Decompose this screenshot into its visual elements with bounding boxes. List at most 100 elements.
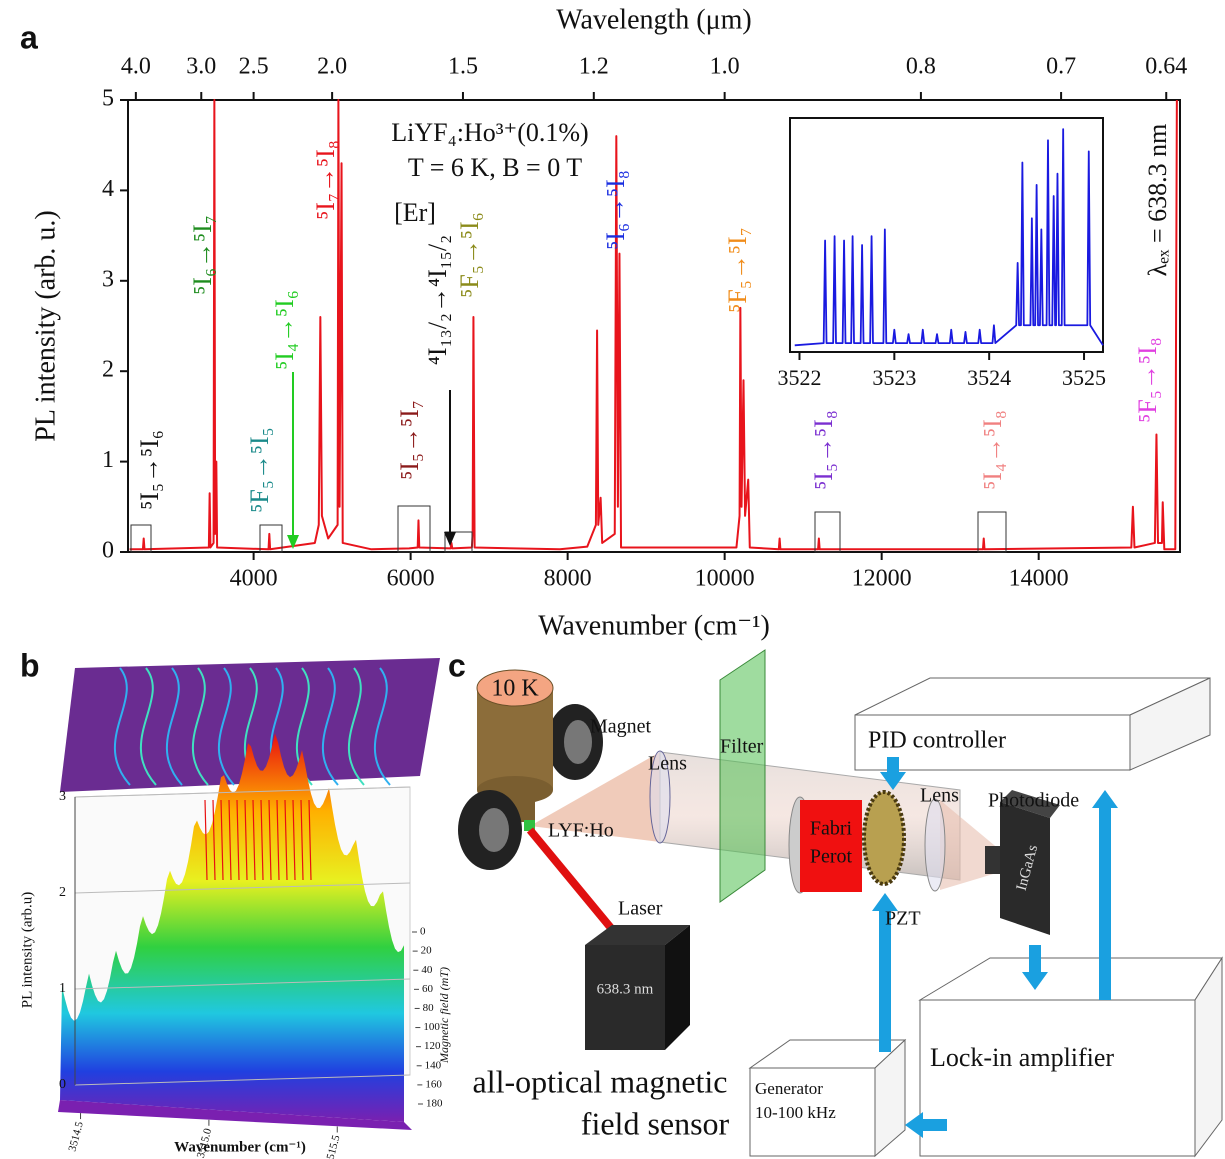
z-tick-label: 160 (425, 1078, 442, 1090)
pid-label: PID controller (868, 728, 1006, 754)
y-tick-label: 2 (59, 885, 66, 900)
annotation: ⁵I₇→⁵I₈ (311, 140, 340, 220)
x2-tick-label: 0.7 (1046, 54, 1076, 80)
photodiode-label: Photodiode (988, 790, 1079, 812)
laser-side (665, 925, 690, 1050)
arrow-head (444, 532, 456, 546)
annotation: ⁵I₅→⁵I₈ (809, 410, 838, 490)
y-tick-label: 1 (102, 447, 114, 473)
y-axis-title: PL intensity (arb.u) (19, 892, 35, 1009)
laser (585, 945, 665, 1050)
caption: all-optical magnetic (473, 1063, 728, 1099)
filter-label: Filter (720, 736, 764, 758)
z-tick-label: 140 (425, 1059, 442, 1071)
z-tick-label: 80 (423, 1002, 435, 1014)
lockin-label: Lock-in amplifier (930, 1043, 1114, 1072)
peak-spike (204, 799, 208, 881)
y-tick-label: 4 (102, 176, 114, 202)
x-axis-title: Wavenumber (cm⁻¹) (174, 1139, 306, 1155)
y-axis-title: PL intensity (arb. u.) (30, 210, 61, 441)
x-tick-label: 3524 (967, 365, 1011, 390)
top-projection (60, 658, 440, 792)
x-tick-label: 3515.5 (323, 1133, 343, 1159)
z-tick-label: 40 (421, 964, 433, 976)
photodiode-side (1000, 790, 1060, 818)
grid-line (74, 786, 411, 798)
x-tick-label: 3525 (1062, 365, 1106, 390)
x-tick-label: 8000 (544, 566, 592, 592)
lens (649, 750, 671, 844)
generator-label: Generator (755, 1079, 823, 1098)
z-tick-label: 20 (421, 945, 433, 957)
x-tick-label: 3523 (872, 365, 916, 390)
panel-label: c (448, 647, 466, 683)
z-tick-label: 120 (424, 1040, 441, 1052)
beam-cone (530, 752, 660, 842)
annotation: ⁵I₅→⁵I₇ (395, 400, 424, 480)
peak-spike (260, 799, 264, 881)
signal-arrow (905, 1112, 947, 1138)
highlight-box (397, 505, 431, 553)
peak-spike (212, 799, 216, 881)
peak-spike (236, 799, 240, 881)
temperature-label: 10 K (491, 676, 539, 702)
highlight-box (814, 511, 841, 553)
projection-curve (165, 667, 183, 786)
highlight-box (130, 524, 152, 553)
x2-tick-label: 2.5 (239, 54, 269, 80)
peak-spike (300, 799, 304, 881)
y-tick-label: 3 (102, 266, 114, 292)
x-tick-label: 14000 (1009, 566, 1069, 592)
z-tick-label: 60 (422, 983, 434, 995)
x2-tick-label: 2.0 (317, 54, 347, 80)
annotation: λₑₓ = 638.3 nm (1143, 124, 1172, 277)
magnet-label: Magnet (590, 716, 652, 738)
sample (524, 820, 535, 831)
annotation: ⁵F₅→⁵I₈ (1133, 337, 1162, 422)
highlight-box (977, 511, 1007, 553)
spectrum-line (794, 128, 1104, 347)
laser-wavelength-label: 638.3 nm (597, 981, 654, 997)
projection-curve (347, 667, 365, 786)
generator-label: 10-100 kHz (755, 1103, 836, 1122)
x2-tick-label: 1.0 (710, 54, 740, 80)
y-tick-label: 1 (59, 981, 66, 996)
y-tick-label: 0 (102, 538, 114, 564)
photodiode (1000, 802, 1050, 935)
cryostat-top (476, 669, 554, 707)
x2-tick-label: 1.5 (448, 54, 478, 80)
z-tick-label: 100 (423, 1021, 440, 1033)
sample-label: LYF:Ho (548, 820, 614, 842)
x2-tick-label: 0.8 (906, 54, 936, 80)
peak-spike (268, 799, 272, 881)
peak-spike (292, 799, 296, 881)
x2-tick-label: 4.0 (121, 54, 151, 80)
plot-frame (789, 117, 1104, 353)
annotation: ⁵I₄→⁵I₈ (978, 410, 1007, 490)
x2-axis-title: Wavelength (μm) (556, 4, 751, 35)
fabry-perot-label: Perot (810, 846, 853, 868)
waterfall-surface (60, 733, 404, 1122)
annotation: ⁵F₅→⁵I₅ (245, 427, 274, 512)
y-tick-label: 5 (102, 86, 114, 112)
x2-tick-label: 0.64 (1145, 54, 1187, 80)
signal-arrow (1022, 945, 1048, 990)
magnet-front-hole (479, 808, 509, 852)
lockin-box-top (918, 957, 1223, 1001)
signal-arrow (880, 757, 906, 790)
peak-spike (220, 799, 224, 881)
annotation: ⁵F₅→⁵I₇ (723, 227, 752, 312)
generator-box (749, 1067, 876, 1157)
annotation: [Er] (394, 198, 436, 227)
caption: field sensor (581, 1105, 730, 1141)
annotation: ⁵I₅→⁵I₆ (135, 430, 164, 510)
fabry-perot (800, 800, 862, 892)
peak-spike (228, 799, 232, 881)
y-tick-label: 0 (59, 1077, 66, 1092)
x-axis-title: Wavenumber (cm⁻¹) (538, 610, 770, 641)
arrow-head (287, 535, 299, 549)
peak-spike (276, 799, 280, 881)
plot-frame (127, 99, 1181, 553)
grid-line (74, 1074, 411, 1086)
